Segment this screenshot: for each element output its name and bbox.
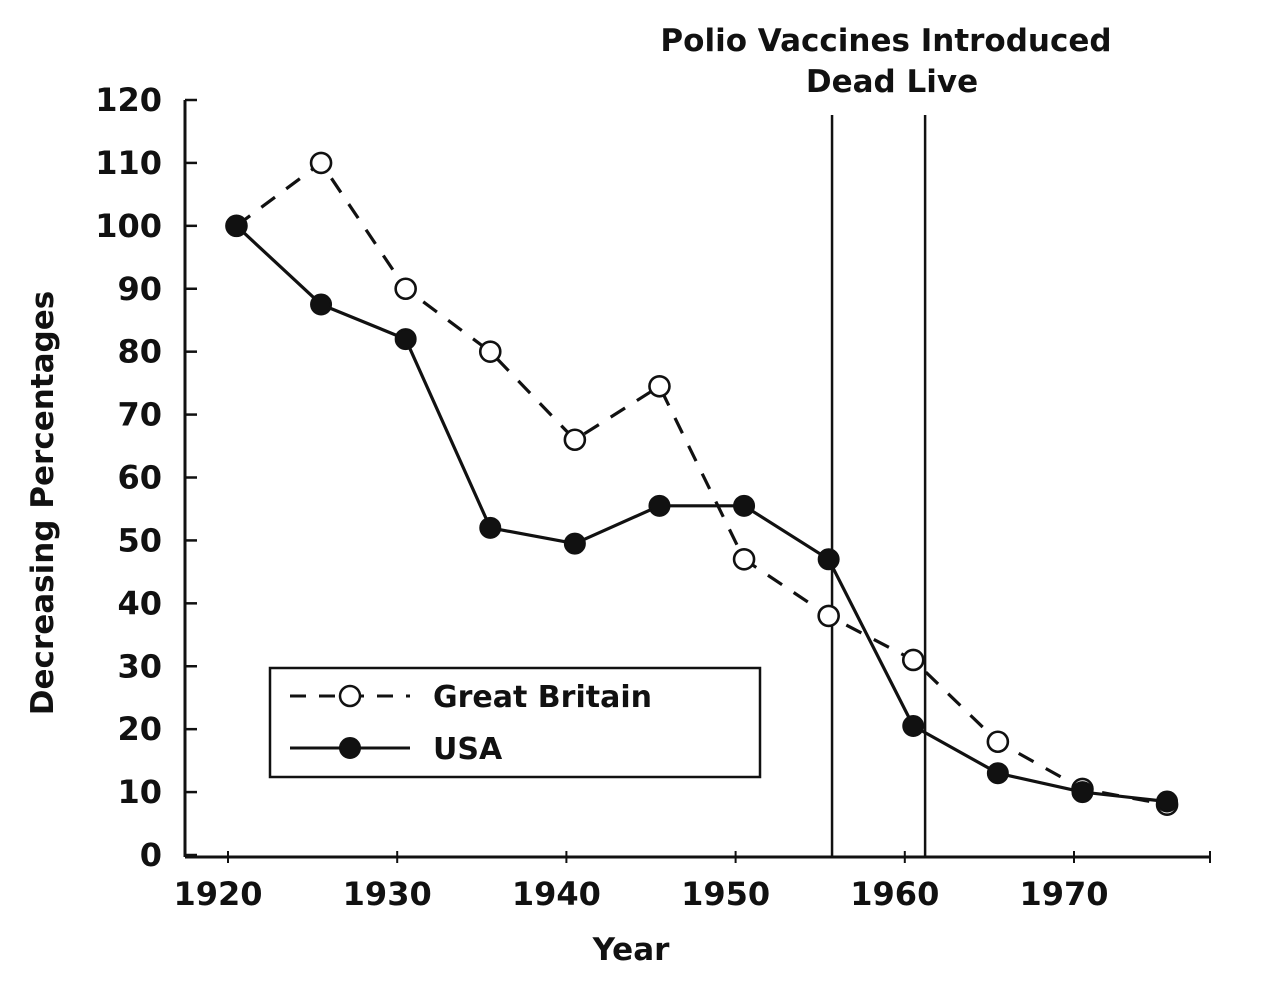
annotation-title: Polio Vaccines Introduced [660,23,1111,59]
x-tick-label-1970: 1970 [1019,875,1108,913]
y-axis-title: Decreasing Percentages [25,291,61,715]
point-usa-1930.5 [394,328,417,351]
point-usa-1960.5 [902,715,925,738]
point-usa-1970.5 [1071,781,1094,804]
point-great-britain-1925.5 [309,151,333,175]
point-great-britain-1945.5 [648,374,671,398]
point-great-britain-1960.5 [901,648,925,672]
vaccine-lines [830,115,927,857]
point-usa-1950.5 [733,494,756,517]
point-great-britain-1935.5 [478,340,502,363]
legend: Great Britain USA [268,666,762,779]
annotation-subtitle: Dead Live [806,64,978,100]
point-usa-1975.5 [1156,790,1179,813]
x-tick-label-1960: 1960 [850,875,939,913]
x-tick-label-1930: 1930 [343,875,432,913]
y-tick-label-90: 90 [117,270,162,308]
point-usa-1965.5 [986,762,1009,785]
y-tick-label-100: 100 [95,207,162,245]
legend-marker-great-britain [338,684,362,708]
x-axis-title: Year [592,932,671,968]
x-tick-label-1920: 1920 [173,875,262,913]
legend-marker-usa [339,737,361,759]
y-tick-label-30: 30 [117,647,162,685]
series-line-usa [235,224,1168,804]
y-tick-label-60: 60 [117,459,162,497]
point-great-britain-1955.5 [817,604,840,628]
y-tick-label-10: 10 [117,773,162,811]
y-tick-label-0: 0 [140,836,162,874]
point-great-britain-1965.5 [986,730,1010,754]
point-usa-1925.5 [310,293,333,316]
point-usa-1935.5 [479,516,502,539]
y-axis-ticks: 0 10 20 30 40 50 60 70 80 90 100 110 120 [95,81,197,874]
point-usa-1940.5 [563,532,586,555]
point-great-britain-1930.5 [394,277,417,301]
y-tick-label-40: 40 [117,584,162,622]
x-tick-label-1950: 1950 [681,875,770,913]
legend-label-usa: USA [433,732,503,767]
y-tick-label-70: 70 [117,396,162,434]
y-tick-label-80: 80 [117,333,162,371]
point-great-britain-1950.5 [732,547,756,571]
y-tick-label-120: 120 [95,81,162,119]
y-tick-label-110: 110 [95,144,162,182]
point-usa-1920.5 [225,214,248,237]
legend-label-great-britain: Great Britain [433,680,652,715]
y-tick-label-50: 50 [117,521,162,559]
series-layer [225,151,1179,816]
x-tick-label-1940: 1940 [512,875,601,913]
point-usa-1945.5 [648,494,671,517]
point-great-britain-1940.5 [563,428,587,452]
x-axis-ticks: 1920 1930 1940 1950 1960 1970 [173,851,1109,913]
y-tick-label-20: 20 [117,710,162,748]
series-line-great-britain [235,161,1168,807]
point-usa-1955.5 [817,548,840,571]
